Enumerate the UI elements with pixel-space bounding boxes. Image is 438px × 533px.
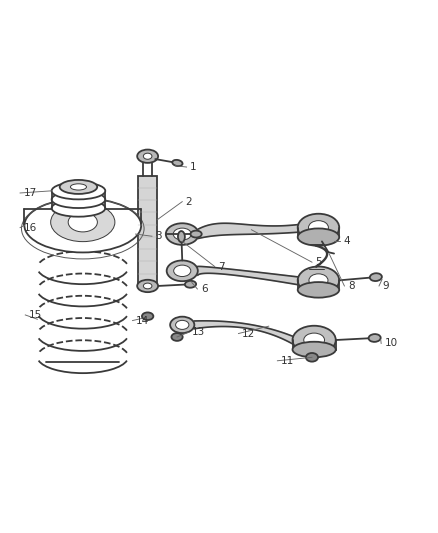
Text: 15: 15: [29, 310, 42, 320]
Ellipse shape: [71, 184, 86, 190]
Ellipse shape: [298, 266, 339, 294]
Text: 9: 9: [382, 281, 389, 291]
Text: 11: 11: [281, 356, 294, 366]
Ellipse shape: [52, 199, 105, 217]
Ellipse shape: [172, 160, 183, 166]
Ellipse shape: [293, 326, 336, 354]
Ellipse shape: [174, 265, 191, 277]
Ellipse shape: [306, 353, 318, 361]
Ellipse shape: [293, 342, 336, 357]
Text: 14: 14: [136, 316, 149, 326]
Text: 12: 12: [242, 328, 255, 338]
Ellipse shape: [369, 334, 381, 342]
Bar: [138, 176, 157, 286]
Ellipse shape: [52, 182, 105, 199]
Text: 17: 17: [24, 188, 37, 198]
Ellipse shape: [68, 213, 97, 232]
Ellipse shape: [309, 274, 328, 287]
Text: 6: 6: [201, 284, 208, 294]
Text: 16: 16: [24, 223, 37, 232]
Ellipse shape: [52, 191, 105, 208]
Ellipse shape: [142, 312, 153, 320]
Ellipse shape: [185, 281, 196, 288]
Ellipse shape: [308, 221, 328, 235]
Text: 4: 4: [343, 236, 350, 246]
Ellipse shape: [137, 150, 158, 163]
Text: 2: 2: [186, 197, 192, 207]
Ellipse shape: [137, 280, 158, 292]
Polygon shape: [198, 266, 298, 285]
Ellipse shape: [167, 261, 198, 281]
Text: 8: 8: [348, 281, 354, 291]
Ellipse shape: [143, 283, 152, 289]
Ellipse shape: [298, 229, 339, 246]
Text: 10: 10: [385, 338, 398, 349]
Text: 1: 1: [190, 162, 197, 172]
Ellipse shape: [51, 203, 115, 241]
Ellipse shape: [370, 273, 382, 281]
Ellipse shape: [166, 223, 199, 245]
Ellipse shape: [173, 228, 191, 240]
Text: 5: 5: [315, 257, 322, 267]
Ellipse shape: [171, 333, 183, 341]
Polygon shape: [199, 223, 302, 238]
Ellipse shape: [25, 198, 141, 253]
Ellipse shape: [191, 231, 202, 238]
Ellipse shape: [176, 320, 189, 329]
Ellipse shape: [170, 317, 194, 333]
Ellipse shape: [178, 231, 185, 243]
Text: 13: 13: [192, 327, 205, 337]
Polygon shape: [194, 321, 293, 344]
Ellipse shape: [304, 333, 325, 347]
Ellipse shape: [298, 282, 339, 297]
Ellipse shape: [60, 180, 97, 194]
Text: 3: 3: [155, 231, 162, 241]
Ellipse shape: [298, 214, 339, 241]
Ellipse shape: [143, 153, 152, 159]
Text: 7: 7: [218, 262, 225, 271]
